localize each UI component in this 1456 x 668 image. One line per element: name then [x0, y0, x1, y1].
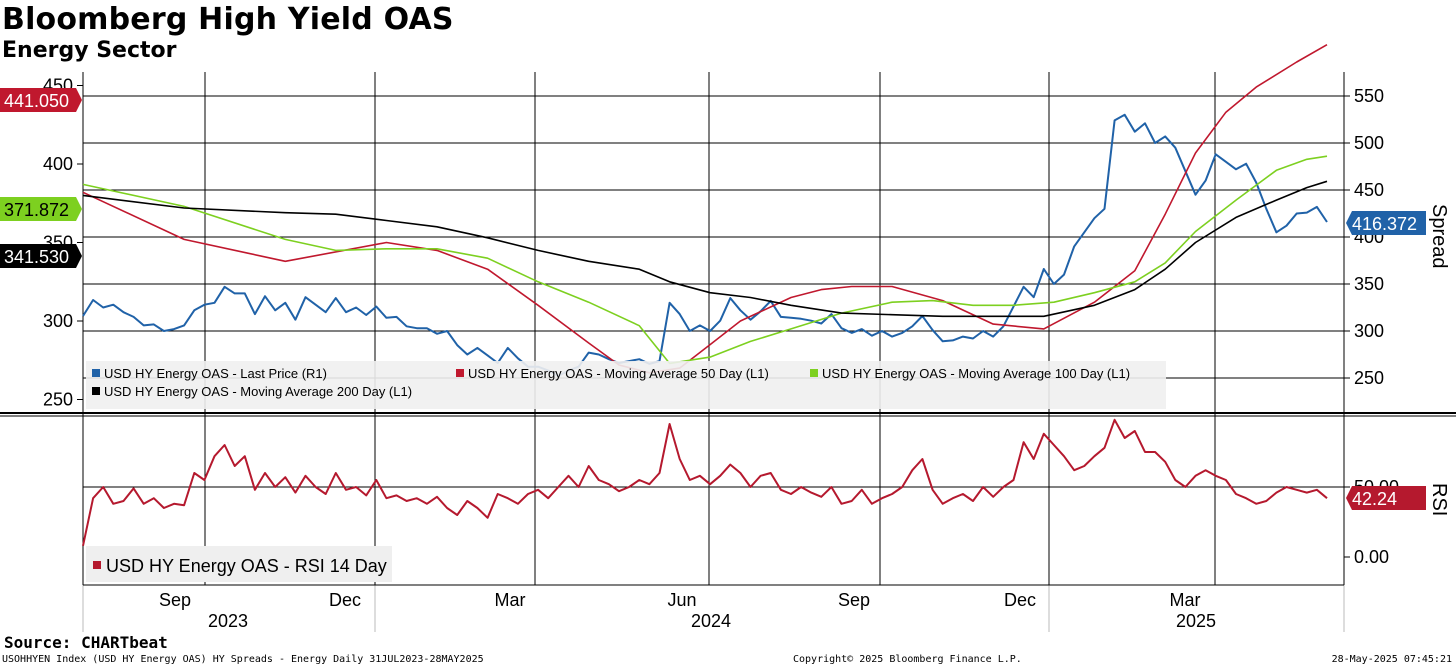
rsi-legend-swatch — [93, 561, 101, 569]
legend-swatch — [456, 369, 464, 377]
series-line-1 — [82, 44, 1328, 374]
chart-subtitle: Energy Sector — [2, 38, 177, 63]
right-tick-label: 500 — [1354, 133, 1384, 153]
value-tag-label: 42.24 — [1352, 489, 1397, 509]
value-tag — [1346, 486, 1426, 510]
copyright: Copyright© 2025 Bloomberg Finance L.P. — [793, 654, 1022, 665]
timestamp: 28-May-2025 07:45:21 — [1331, 654, 1452, 665]
legend-label: USD HY Energy OAS - Moving Average 100 D… — [822, 366, 1130, 381]
x-tick-label: Sep — [838, 590, 870, 610]
x-tick-label: Jun — [667, 590, 696, 610]
year-label: 2023 — [208, 611, 248, 631]
value-tag-label: 441.050 — [4, 91, 69, 111]
rsi-tick-label: 0.00 — [1354, 547, 1389, 567]
right-tick-label: 350 — [1354, 274, 1384, 294]
rsi-axis-title: RSI — [1428, 483, 1450, 516]
x-tick-label: Sep — [159, 590, 191, 610]
right-tick-label: 300 — [1354, 321, 1384, 341]
x-tick-label: Dec — [329, 590, 361, 610]
legend-label: USD HY Energy OAS - Moving Average 200 D… — [104, 384, 412, 399]
left-tick-label: 300 — [43, 311, 73, 331]
rsi-legend-label: USD HY Energy OAS - RSI 14 Day — [106, 556, 387, 576]
legend-swatch — [92, 387, 100, 395]
right-tick-label: 250 — [1354, 368, 1384, 388]
legend-box — [86, 361, 1166, 409]
series-line-0 — [82, 113, 1328, 378]
rsi-legend-box — [86, 546, 392, 582]
x-tick-label: Mar — [495, 590, 526, 610]
value-tag — [0, 88, 82, 112]
right-tick-label: 450 — [1354, 180, 1384, 200]
value-tag — [1346, 211, 1426, 235]
value-tag — [0, 197, 82, 221]
right-tick-label: 550 — [1354, 86, 1384, 106]
right-axis-title: Spread — [1428, 204, 1450, 269]
series-line-2 — [82, 155, 1328, 365]
series-line-3 — [82, 180, 1328, 318]
value-tag-label: 341.530 — [4, 247, 69, 267]
legend-swatch — [810, 369, 818, 377]
left-tick-label: 250 — [43, 390, 73, 410]
source-note: Source: CHARTbeat — [4, 633, 168, 652]
left-tick-label: 400 — [43, 154, 73, 174]
year-label: 2025 — [1176, 611, 1216, 631]
value-tag — [0, 244, 82, 268]
legend-label: USD HY Energy OAS - Moving Average 50 Da… — [468, 366, 769, 381]
x-tick-label: Dec — [1004, 590, 1036, 610]
chart-title: Bloomberg High Yield OAS — [2, 2, 454, 37]
value-tag-label: 371.872 — [4, 200, 69, 220]
ticker-line: USOHHYEN Index (USD HY Energy OAS) HY Sp… — [2, 654, 484, 665]
legend-label: USD HY Energy OAS - Last Price (R1) — [104, 366, 327, 381]
rsi-line — [82, 418, 1328, 547]
x-tick-label: Mar — [1170, 590, 1201, 610]
legend-swatch — [92, 369, 100, 377]
year-label: 2024 — [691, 611, 731, 631]
value-tag-label: 416.372 — [1352, 214, 1417, 234]
